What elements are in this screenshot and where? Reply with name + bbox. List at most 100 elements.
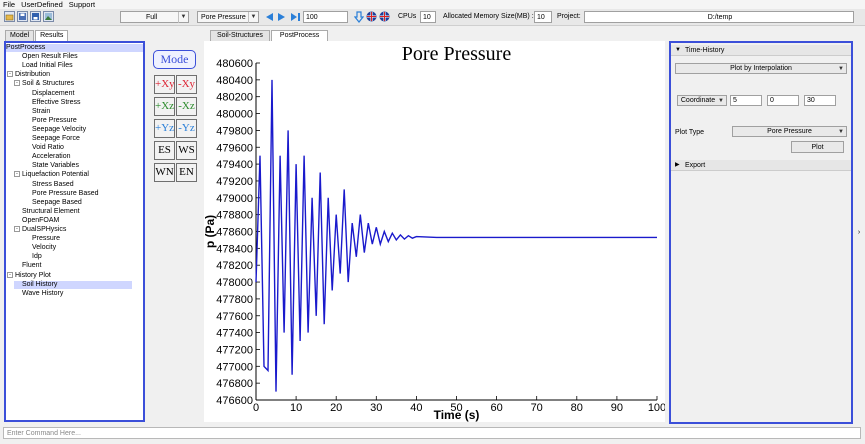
x-tick-label: 40 (410, 402, 422, 414)
y-tick-label: 477200 (216, 344, 253, 356)
download-arrow-icon[interactable] (353, 11, 365, 23)
menu-support[interactable]: Support (68, 0, 96, 9)
view-mode-select[interactable]: Full ▼ (120, 11, 189, 23)
tree-item[interactable]: - Liquefaction Potential (14, 171, 89, 179)
tree-item[interactable]: Structural Element (14, 208, 80, 216)
chevron-down-icon: ▼ (838, 129, 844, 135)
tab-results[interactable]: Results (35, 30, 69, 41)
collapse-icon[interactable]: - (7, 271, 13, 278)
y-tick-label: 480000 (216, 109, 253, 121)
tree-item[interactable]: Pore Pressure Based (32, 190, 99, 198)
memory-input[interactable]: 10 (534, 11, 552, 23)
coord-x-input[interactable]: 5 (730, 95, 762, 106)
open-folder-icon[interactable] (4, 11, 15, 22)
view-es-button[interactable]: ES (154, 141, 175, 160)
tree-item[interactable]: Effective Stress (32, 99, 81, 107)
tree-item[interactable]: State Variables (32, 162, 79, 170)
time-history-header[interactable]: ▼ Time-History (671, 45, 851, 56)
view-ws-button[interactable]: WS (176, 141, 197, 160)
export-header[interactable]: ▶ Export (671, 160, 851, 171)
tree-item-label: History Plot (15, 271, 51, 279)
tree-item[interactable]: Seepage Based (32, 199, 82, 207)
tree-item[interactable]: Load Initial Files (14, 62, 73, 70)
mode-button[interactable]: Mode (153, 50, 196, 69)
chevron-down-icon: ▼ (838, 66, 844, 72)
coord-y-input[interactable]: 0 (767, 95, 799, 106)
y-tick-label: 479800 (216, 125, 253, 137)
plot-area: Pore Pressure 476600 476800 477000 477200 477… (203, 41, 666, 422)
tree-item[interactable]: - Soil & Structures (14, 80, 74, 88)
frame-input[interactable]: 100 (303, 11, 348, 23)
view-wn-button[interactable]: WN (154, 163, 175, 182)
y-axis-label: p (Pa) (204, 215, 217, 248)
play-icon[interactable] (277, 12, 287, 24)
view-minus-yz-button[interactable]: -Yz (176, 119, 197, 138)
menu-file[interactable]: File (3, 0, 16, 9)
tab-soil-structures[interactable]: Soil-Structures (210, 30, 270, 41)
tree-item[interactable]: Pressure (32, 235, 60, 243)
next-frame-icon[interactable] (290, 12, 302, 24)
tree-item-label: Pore Pressure (32, 116, 77, 124)
plot-type-select[interactable]: Pore Pressure ▼ (732, 126, 847, 137)
tree-item[interactable]: - Distribution (7, 71, 50, 79)
menu-userdefined[interactable]: UserDefined (21, 0, 63, 9)
image-icon[interactable] (43, 11, 54, 22)
tree-item[interactable]: Acceleration (32, 153, 71, 161)
flag-kr-icon[interactable] (379, 11, 390, 23)
coord-z-input[interactable]: 30 (804, 95, 836, 106)
variable-select[interactable]: Pore Pressure ▼ (197, 11, 259, 23)
tree-item[interactable]: Seepage Velocity (32, 126, 86, 134)
tree-item[interactable]: Velocity (32, 244, 56, 252)
cpus-label: CPUs (398, 13, 417, 20)
tree-item[interactable]: Fluent (14, 262, 41, 270)
chevron-right-icon: ▶ (675, 162, 680, 168)
view-minus-xy-button[interactable]: -Xy (176, 75, 197, 94)
coordinate-select[interactable]: Coordinate ▼ (677, 95, 727, 106)
collapse-icon[interactable]: - (14, 80, 20, 87)
tree-item[interactable]: Soil History (14, 280, 132, 289)
tree-item-label: DualSPHysics (22, 226, 67, 233)
view-minus-xz-button[interactable]: -Xz (176, 97, 197, 116)
cpus-input[interactable]: 10 (420, 11, 436, 23)
tree-item[interactable]: - DualSPHysics (14, 226, 66, 234)
prev-frame-icon[interactable] (264, 12, 274, 24)
tree-item-label: Soil History (22, 280, 58, 288)
command-input[interactable]: Enter Command Here... (3, 427, 861, 439)
tree-item[interactable]: Wave History (14, 290, 63, 298)
view-en-button[interactable]: EN (176, 163, 197, 182)
y-tick-label: 479600 (216, 142, 253, 154)
collapse-panel-handle[interactable]: › (855, 41, 863, 424)
tree-item-label: Velocity (32, 244, 57, 252)
tree-item[interactable]: Displacement (32, 90, 74, 98)
tab-postprocess[interactable]: PostProcess (270, 30, 329, 41)
save-as-icon[interactable] (30, 11, 41, 22)
plot-mode-select[interactable]: Plot by Interpolation ▼ (675, 63, 847, 74)
plot-button[interactable]: Plot (791, 141, 844, 153)
tab-model[interactable]: Model (5, 30, 35, 41)
tree-item[interactable]: PostProcess (6, 44, 143, 52)
tree-item[interactable]: Stress Based (32, 181, 74, 189)
flag-uk-icon[interactable] (366, 11, 377, 23)
tree-item[interactable]: Idp (32, 253, 42, 261)
collapse-icon[interactable]: - (14, 171, 20, 178)
view-plus-xy-button[interactable]: +Xy (154, 75, 175, 94)
chevron-right-icon: › (857, 229, 861, 236)
project-path-field[interactable]: D:/temp (584, 11, 854, 23)
tree-item[interactable]: Strain (32, 108, 50, 116)
tree-item-label: Idp (32, 253, 42, 261)
tree-item[interactable]: Pore Pressure (32, 117, 77, 125)
tree-item-label: Effective Stress (32, 98, 81, 106)
tree-item[interactable]: Void Ratio (32, 144, 64, 152)
tree-item[interactable]: Open Result Files (14, 53, 78, 61)
tree-item[interactable]: - History Plot (7, 271, 51, 280)
tree-item[interactable]: OpenFOAM (14, 217, 59, 225)
tree-item[interactable]: Seepage Force (32, 135, 80, 143)
chevron-down-icon: ▼ (675, 47, 681, 53)
view-plus-yz-button[interactable]: +Yz (154, 119, 175, 138)
view-plus-xz-button[interactable]: +Xz (154, 97, 175, 116)
save-icon[interactable] (17, 11, 28, 22)
collapse-icon[interactable]: - (14, 226, 20, 232)
tree-item-label: Seepage Based (32, 198, 82, 206)
tree-item-label: Liquefaction Potential (22, 171, 89, 179)
collapse-icon[interactable]: - (7, 71, 13, 78)
